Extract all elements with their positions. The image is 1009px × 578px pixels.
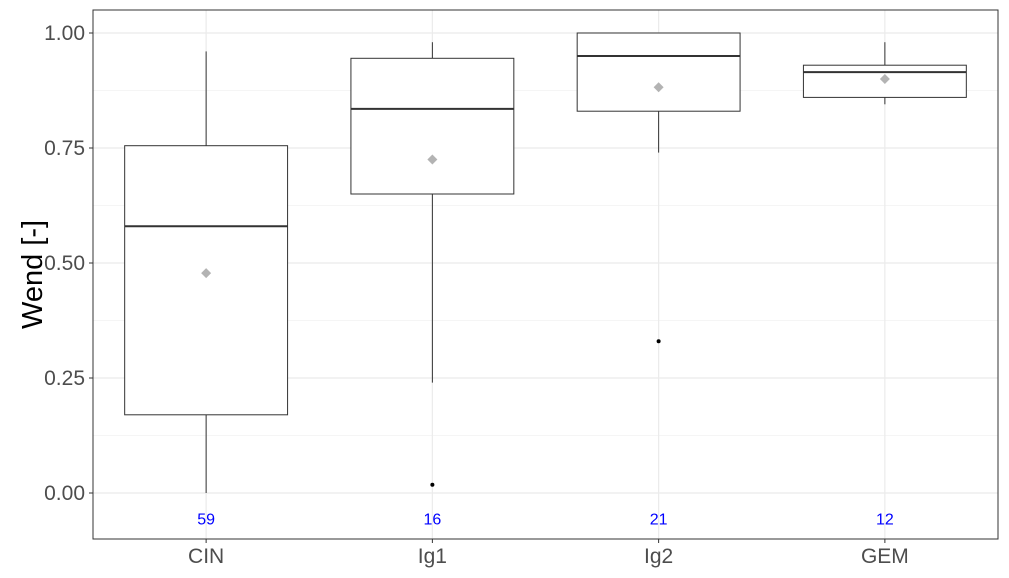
x-tick-label-ig1: Ig1 (418, 545, 447, 568)
box-ig1 (350, 42, 515, 487)
y-tick-label: 0.50 (44, 252, 85, 275)
box-ig2 (576, 32, 741, 344)
outlier-point (656, 339, 661, 344)
x-tick-label-gem: GEM (861, 545, 909, 568)
axes-layer: 0.00 0.25 0.50 0.75 1.00 CIN Ig1 Ig2 GEM (44, 22, 909, 568)
mean-marker (653, 82, 664, 93)
y-tick-label: 0.25 (44, 367, 85, 390)
box-body (576, 32, 741, 112)
boxes-layer (124, 32, 967, 493)
box-gem (802, 42, 967, 105)
x-tick-label-cin: CIN (188, 545, 224, 568)
mean-marker (201, 268, 212, 279)
box-cin (124, 51, 289, 493)
mean-marker (879, 74, 890, 84)
count-label-ig1: 16 (423, 511, 441, 528)
y-tick-label: 0.00 (44, 482, 85, 505)
count-labels-layer: 59 16 21 12 (197, 511, 894, 528)
count-label-ig2: 21 (650, 511, 668, 528)
x-tick-label-ig2: Ig2 (644, 545, 673, 568)
box-body (350, 57, 515, 195)
outlier-point (430, 482, 435, 487)
mean-marker (427, 154, 438, 165)
panel-border (92, 9, 999, 540)
box-body (802, 64, 967, 98)
y-tick-label: 1.00 (44, 22, 85, 45)
count-label-cin: 59 (197, 511, 215, 528)
box-body (124, 145, 289, 416)
y-axis-title: Wend [-] (17, 220, 49, 329)
y-tick-label: 0.75 (44, 137, 85, 160)
count-label-gem: 12 (876, 511, 894, 528)
